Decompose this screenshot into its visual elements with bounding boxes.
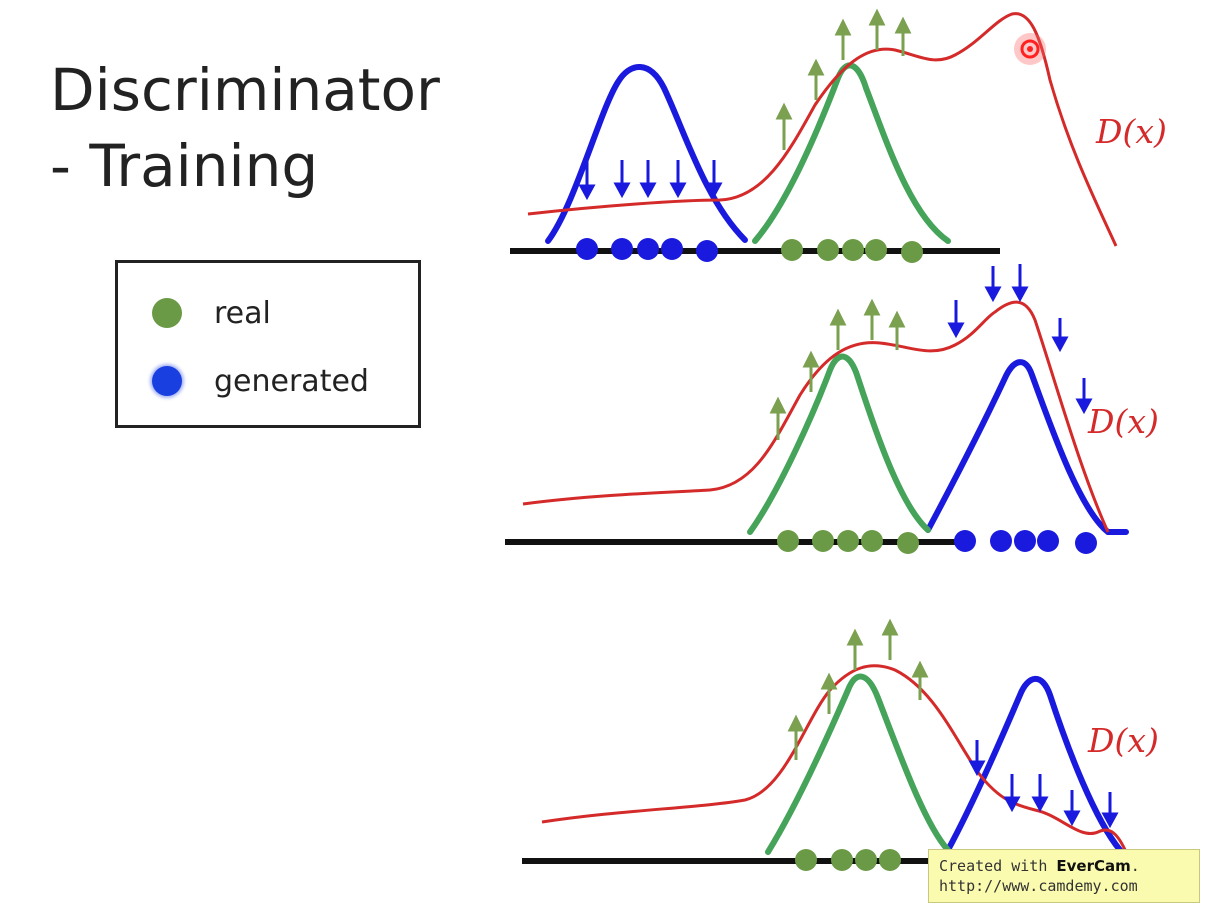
real-distribution-2 [747, 353, 931, 535]
down-arrow-icon [1063, 810, 1081, 827]
real-sample [861, 530, 883, 552]
title-line-1: Discriminator [50, 56, 440, 124]
real-distribution-1 [752, 62, 951, 244]
up-arrow-icon [894, 16, 912, 34]
generated-distribution-1 [545, 64, 748, 244]
generated-sample [1014, 530, 1036, 552]
title-line-2: - Training [50, 132, 319, 200]
down-arrow-icon [968, 760, 986, 777]
real-samples-3 [795, 849, 901, 871]
real-sample [901, 241, 923, 263]
down-arrow-icon [639, 182, 657, 199]
up-arrow-icon [769, 396, 787, 414]
discriminator-curve-1 [527, 12, 1118, 247]
up-arrow-icon [775, 102, 793, 120]
up-arrows-3 [787, 618, 929, 760]
generated-sample [1037, 530, 1059, 552]
generated-sample [611, 238, 633, 260]
real-sample [781, 239, 803, 261]
generated-sample [990, 530, 1012, 552]
generated-samples-2 [954, 530, 1097, 554]
discriminator-label-1: D(x) [1095, 112, 1167, 151]
real-sample [831, 849, 853, 871]
real-sample [817, 239, 839, 261]
highlight-point [1020, 39, 1040, 59]
watermark-line-1: Created with EverCam. [939, 857, 1140, 875]
slide-title: Discriminator - Training [50, 52, 440, 204]
real-sample [897, 532, 919, 554]
down-arrow-icon [1101, 812, 1119, 829]
down-arrow-icon [1011, 286, 1029, 303]
watermark-brand: EverCam [1056, 857, 1131, 875]
generated-sample [696, 240, 718, 262]
discriminator-curve-3 [541, 664, 1128, 853]
real-samples-2 [777, 530, 919, 554]
real-sample [812, 530, 834, 552]
down-arrow-icon [1075, 398, 1093, 415]
up-arrow-icon [834, 18, 852, 36]
generated-sample [576, 238, 598, 260]
real-dot-icon [152, 298, 182, 328]
legend: real generated [115, 260, 421, 428]
down-arrows-3 [968, 740, 1119, 829]
generated-sample [1075, 532, 1097, 554]
up-arrow-icon [888, 310, 906, 328]
evercam-watermark[interactable]: Created with EverCam. http://www.camdemy… [928, 849, 1200, 903]
up-arrow-icon [829, 308, 847, 326]
panel-2: D(x) [505, 264, 1159, 554]
legend-label-generated: generated [214, 363, 369, 399]
up-arrow-icon [846, 628, 864, 646]
up-arrow-icon [863, 298, 881, 316]
up-arrow-icon [807, 58, 825, 76]
down-arrow-icon [984, 286, 1002, 303]
down-arrow-icon [705, 182, 723, 199]
generated-dot-icon [152, 366, 182, 396]
generated-samples-1 [576, 238, 718, 262]
generated-sample [637, 238, 659, 260]
up-arrows-2 [769, 298, 906, 440]
real-sample [795, 849, 817, 871]
legend-item-generated: generated [152, 361, 369, 401]
down-arrows-2 [947, 264, 1093, 415]
generated-sample [661, 238, 683, 260]
up-arrows-1 [775, 8, 912, 150]
down-arrow-icon [1031, 796, 1049, 813]
up-arrow-icon [868, 8, 886, 26]
down-arrow-icon [1051, 336, 1069, 353]
up-arrow-icon [787, 714, 805, 732]
discriminator-label-2: D(x) [1087, 402, 1159, 441]
up-arrow-icon [820, 672, 838, 690]
panel-1: D(x) [510, 8, 1167, 263]
real-samples-1 [781, 239, 923, 263]
real-sample [855, 849, 877, 871]
generated-distribution-2 [925, 359, 1129, 535]
down-arrow-icon [613, 182, 631, 199]
down-arrow-icon [669, 182, 687, 199]
down-arrows-1 [578, 158, 723, 201]
discriminator-label-3: D(x) [1087, 721, 1159, 760]
panel-3: D(x) [522, 618, 1159, 871]
real-sample [837, 530, 859, 552]
up-arrow-icon [911, 660, 929, 678]
down-arrow-icon [1003, 796, 1021, 813]
generated-sample [954, 530, 976, 552]
real-sample [879, 849, 901, 871]
real-distribution-3 [765, 673, 951, 855]
watermark-url[interactable]: http://www.camdemy.com [939, 877, 1138, 895]
down-arrow-icon [578, 184, 596, 201]
real-sample [777, 530, 799, 552]
up-arrow-icon [881, 618, 899, 636]
down-arrow-icon [947, 322, 965, 339]
real-sample [842, 239, 864, 261]
discriminator-curve-2 [522, 300, 1110, 533]
real-sample [865, 239, 887, 261]
up-arrow-icon [802, 350, 820, 368]
legend-label-real: real [214, 295, 271, 331]
legend-item-real: real [152, 293, 271, 333]
